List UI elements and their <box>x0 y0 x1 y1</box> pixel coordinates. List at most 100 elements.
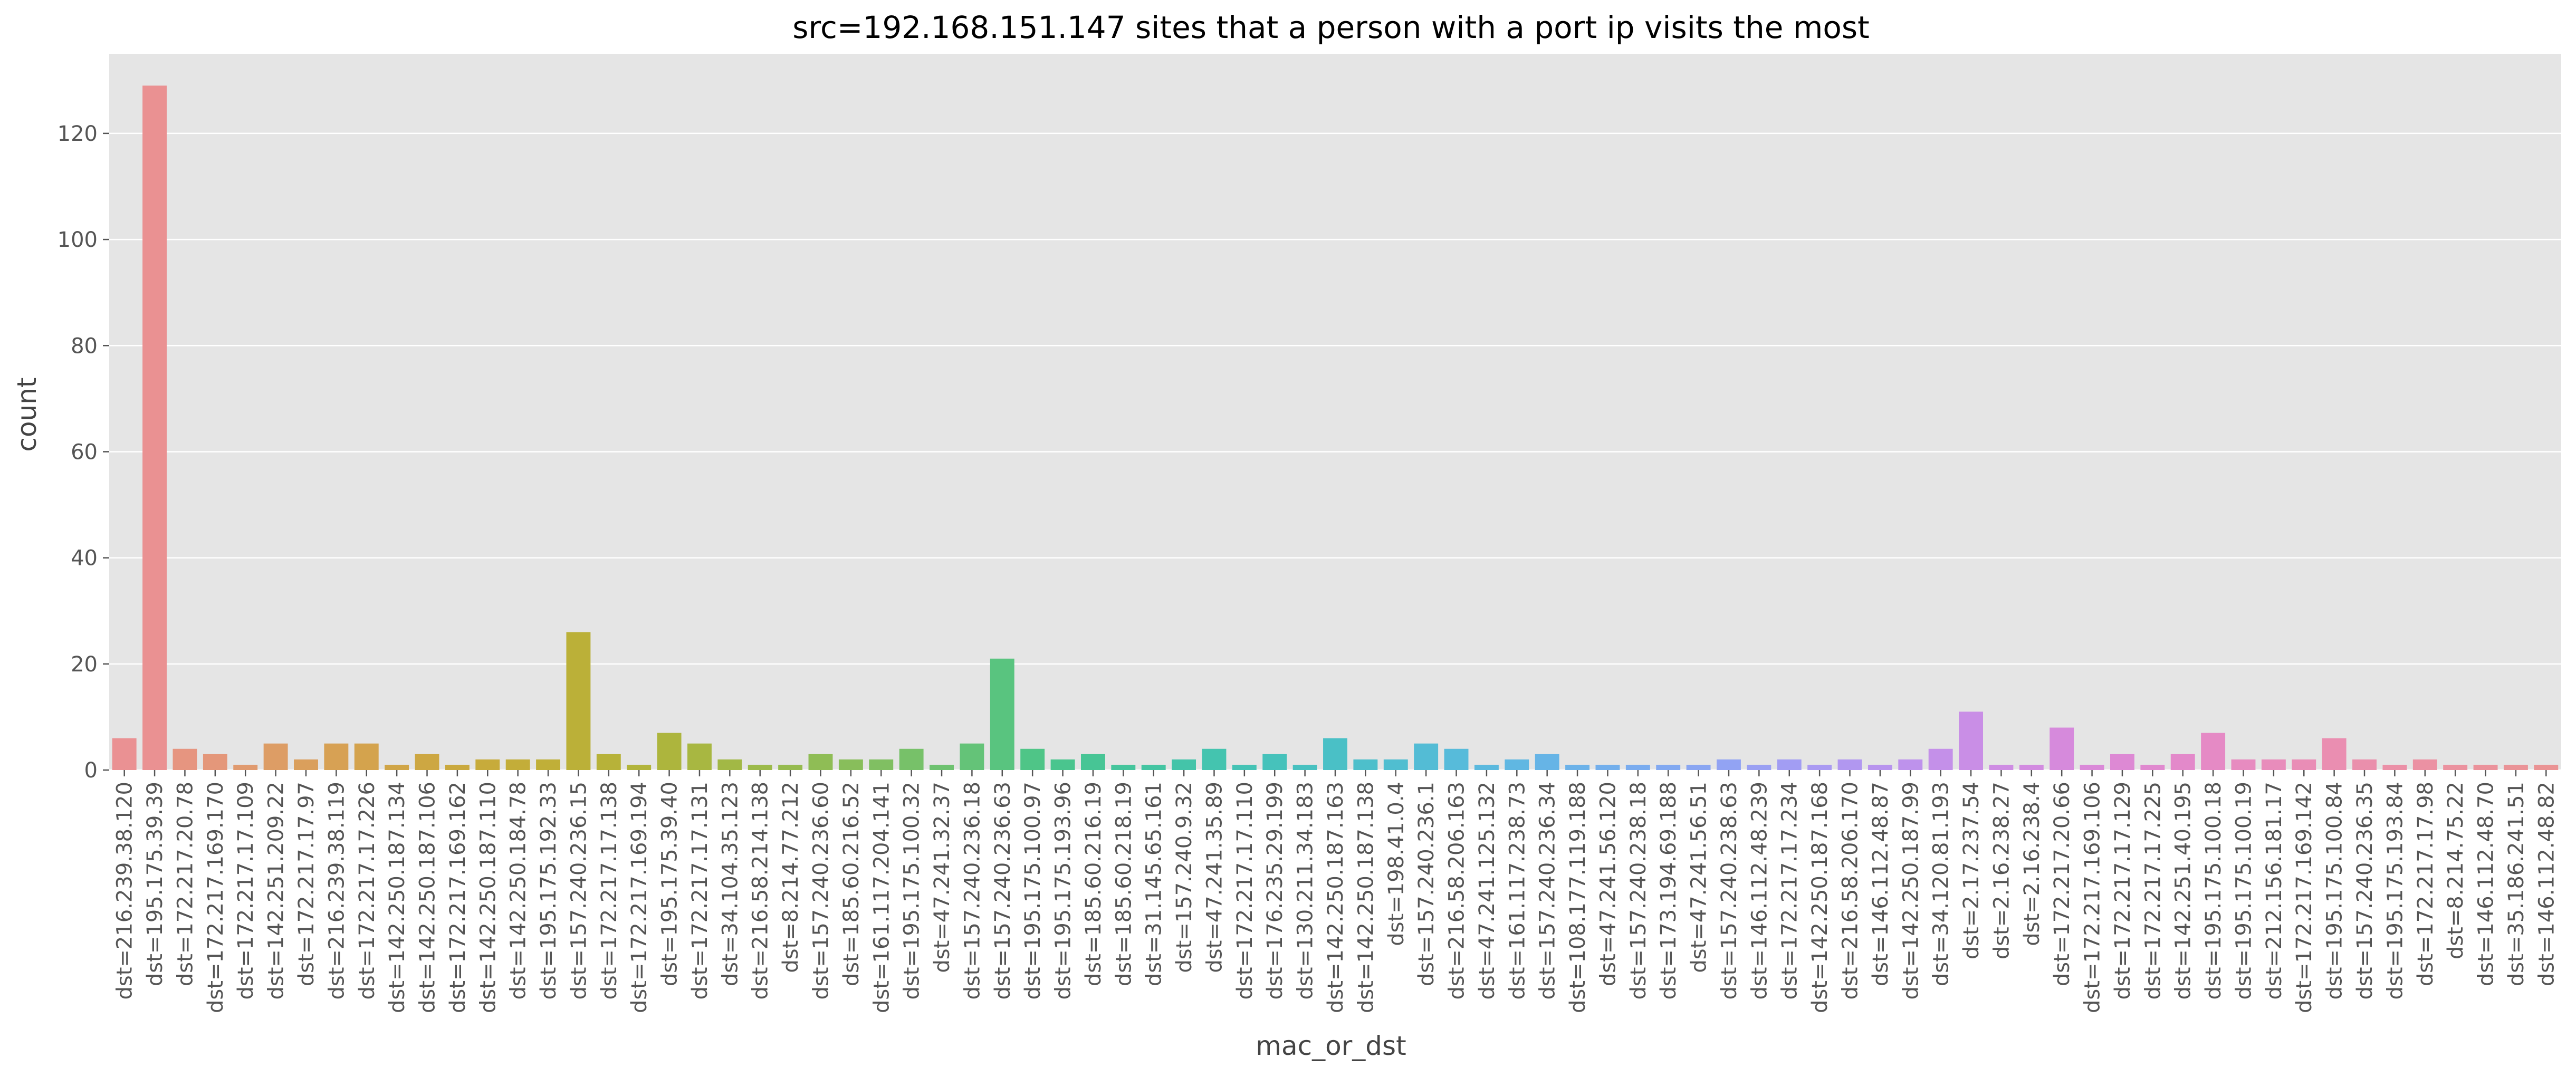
bar-dst-157-240-238-63 <box>1717 759 1741 770</box>
x-tick-label: dst=47.241.56.51 <box>1687 782 1711 973</box>
x-tick-label: dst=157.240.238.18 <box>1626 782 1651 1000</box>
bar-dst-172-217-20-66 <box>2050 727 2074 770</box>
x-tick-label: dst=172.217.169.170 <box>204 782 228 1013</box>
bar-dst-157-240-236-1 <box>1414 743 1439 770</box>
bar-dst-198-41-0-4 <box>1383 759 1408 770</box>
x-tick-label: dst=195.175.100.19 <box>2232 782 2256 1000</box>
x-tick-label: dst=47.241.32.37 <box>930 782 954 973</box>
x-tick-label: dst=47.241.56.120 <box>1596 782 1620 986</box>
x-tick-label: dst=8.214.75.22 <box>2444 782 2468 959</box>
x-tick-label: dst=142.250.187.163 <box>1324 782 1348 1013</box>
bar-dst-142-251-209-22 <box>263 743 288 770</box>
bar-dst-172-217-17-138 <box>596 754 621 770</box>
x-tick-label: dst=142.250.187.138 <box>1354 782 1378 1013</box>
bar-dst-142-250-184-78 <box>505 759 530 770</box>
x-tick-label: dst=157.240.236.18 <box>960 782 984 1000</box>
bar-dst-216-239-38-119 <box>324 743 349 770</box>
x-tick-label: dst=108.177.119.188 <box>1566 782 1590 1013</box>
x-tick-label: dst=172.217.20.78 <box>173 782 197 986</box>
bar-dst-195-175-100-19 <box>2231 759 2256 770</box>
x-tick-label: dst=157.240.9.32 <box>1172 782 1196 973</box>
y-tick-label: 20 <box>71 652 98 677</box>
bar-dst-2-16-238-4 <box>2019 764 2044 770</box>
bars <box>112 85 2559 770</box>
bar-dst-2-17-237-54 <box>1959 711 1983 770</box>
x-tick-label: dst=146.112.48.239 <box>1747 782 1771 1000</box>
x-tick-label: dst=157.240.236.35 <box>2353 782 2377 1000</box>
bar-dst-142-250-187-134 <box>385 764 409 770</box>
x-tick-label: dst=216.58.206.163 <box>1445 782 1469 1000</box>
bar-dst-172-217-17-129 <box>2110 754 2134 770</box>
bar-dst-2-16-238-27 <box>1989 764 2014 770</box>
x-tick-label: dst=161.117.238.73 <box>1505 782 1529 1000</box>
bar-dst-172-217-169-194 <box>627 764 652 770</box>
x-tick-label: dst=216.239.38.119 <box>324 782 349 1000</box>
x-tick-label: dst=195.175.193.84 <box>2383 782 2407 1000</box>
plot-background <box>109 54 2561 770</box>
x-tick-label: dst=47.241.125.132 <box>1475 782 1499 1000</box>
x-tick-label: dst=34.104.35.123 <box>718 782 742 986</box>
bar-dst-185-60-216-19 <box>1080 754 1105 770</box>
bar-dst-157-240-238-18 <box>1625 764 1650 770</box>
bar-dst-47-241-32-37 <box>930 764 954 770</box>
y-tick-label: 0 <box>84 758 98 783</box>
x-tick-label: dst=172.217.17.110 <box>1233 782 1257 1000</box>
x-tick-label: dst=157.240.238.63 <box>1717 782 1741 1000</box>
bar-dst-172-217-17-109 <box>233 764 258 770</box>
bar-dst-195-175-193-96 <box>1050 759 1075 770</box>
y-tick-label: 80 <box>71 334 98 358</box>
bar-dst-195-175-39-40 <box>657 733 682 770</box>
x-tick-label: dst=195.175.193.96 <box>1051 782 1076 1000</box>
x-tick-label: dst=195.175.39.39 <box>143 782 167 986</box>
chart-title: src=192.168.151.147 sites that a person … <box>792 9 1870 45</box>
x-tick-label: dst=157.240.236.63 <box>991 782 1015 1000</box>
x-tick-label: dst=172.217.17.226 <box>355 782 379 1000</box>
bar-dst-172-217-17-234 <box>1777 759 1802 770</box>
bar-dst-216-58-214-138 <box>748 764 772 770</box>
x-tick-label: dst=172.217.169.106 <box>2081 782 2105 1013</box>
x-tick-label: dst=185.60.216.19 <box>1081 782 1106 986</box>
bar-dst-172-217-169-142 <box>2292 759 2316 770</box>
x-tick-label: dst=172.217.17.138 <box>597 782 621 1000</box>
bar-dst-195-175-100-97 <box>1020 748 1045 770</box>
x-tick-label: dst=146.112.48.82 <box>2534 782 2559 986</box>
bar-dst-142-250-187-110 <box>475 759 500 770</box>
bar-dst-142-250-187-163 <box>1323 738 1347 770</box>
x-tick-label: dst=195.175.39.40 <box>658 782 682 986</box>
y-tick-label: 60 <box>71 440 98 464</box>
x-tick-label: dst=142.250.187.168 <box>1808 782 1832 1013</box>
bar-dst-34-104-35-123 <box>717 759 742 770</box>
bar-dst-31-145-65-161 <box>1141 764 1166 770</box>
bar-dst-176-235-29-199 <box>1262 754 1287 770</box>
bar-dst-173-194-69-188 <box>1656 764 1681 770</box>
x-tick-label: dst=172.217.169.162 <box>446 782 470 1013</box>
bar-dst-157-240-236-15 <box>566 632 591 770</box>
x-tick-label: dst=195.175.100.32 <box>900 782 924 1000</box>
bar-dst-172-217-169-162 <box>445 764 470 770</box>
bar-dst-161-117-238-73 <box>1505 759 1529 770</box>
x-tick-label: dst=173.194.69.188 <box>1656 782 1681 1000</box>
bar-dst-157-240-236-34 <box>1535 754 1559 770</box>
x-tick-label: dst=2.17.237.54 <box>1959 782 1984 959</box>
bar-dst-185-60-216-52 <box>838 759 863 770</box>
bar-dst-8-214-75-22 <box>2443 764 2468 770</box>
bar-dst-195-175-100-32 <box>899 748 924 770</box>
x-tick-label: dst=195.175.100.84 <box>2323 782 2347 1000</box>
x-tick-label: dst=47.241.35.89 <box>1202 782 1227 973</box>
bar-dst-157-240-236-60 <box>808 754 833 770</box>
bar-dst-195-175-193-84 <box>2382 764 2407 770</box>
x-tick-label: dst=130.211.34.183 <box>1294 782 1318 1000</box>
bar-dst-172-217-17-110 <box>1232 764 1257 770</box>
bar-dst-130-211-34-183 <box>1292 764 1317 770</box>
bar-dst-172-217-17-98 <box>2412 759 2437 770</box>
x-tick-label: dst=212.156.181.17 <box>2262 782 2286 1000</box>
bar-dst-8-214-77-212 <box>778 764 803 770</box>
bar-dst-161-117-204-141 <box>869 759 894 770</box>
bar-dst-34-120-81-193 <box>1928 748 1953 770</box>
x-tick-label: dst=157.240.236.34 <box>1536 782 1560 1000</box>
x-tick-label: dst=195.175.100.18 <box>2201 782 2226 1000</box>
bar-dst-47-241-35-89 <box>1202 748 1227 770</box>
bar-dst-172-217-17-226 <box>354 743 379 770</box>
bar-dst-47-241-56-51 <box>1686 764 1711 770</box>
x-tick-label: dst=157.240.236.15 <box>567 782 591 1000</box>
